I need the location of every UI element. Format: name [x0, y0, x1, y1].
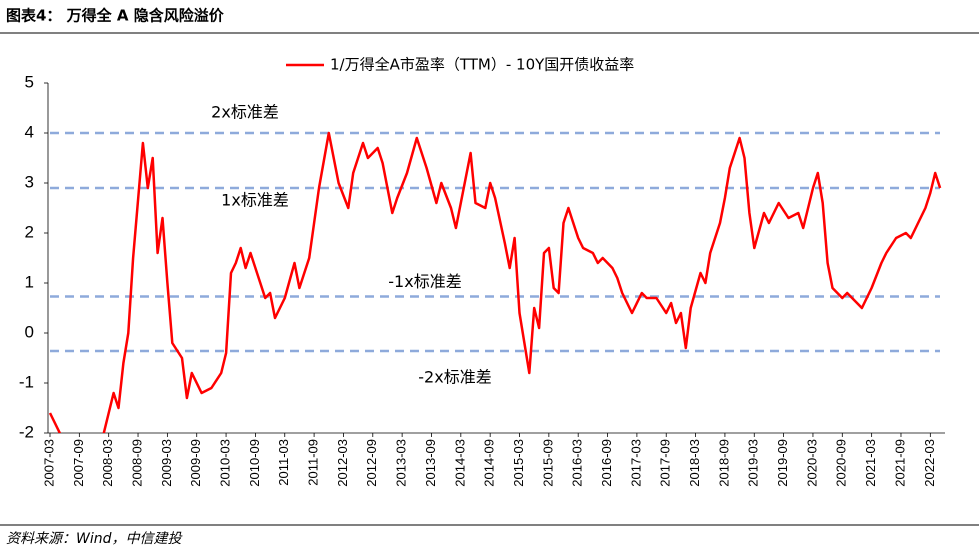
x-tick-label: 2017-03 — [628, 439, 643, 487]
x-tick-label: 2007-03 — [41, 439, 56, 487]
y-tick-label: 4 — [25, 122, 34, 141]
y-tick-label: 5 — [25, 72, 34, 91]
x-tick-label: 2020-09 — [834, 439, 849, 487]
x-tick-label: 2016-09 — [599, 439, 614, 487]
x-tick-label: 2009-03 — [159, 439, 174, 487]
plot: -2 -1 0 1 2 3 4 5 2007-03 2007-09 2008-03 2008-09 20… — [19, 56, 945, 487]
x-tick-label: 2019-03 — [746, 439, 761, 487]
y-tick-label: -1 — [19, 372, 34, 391]
x-tick-label: 2016-03 — [570, 439, 585, 487]
series-line — [48, 131, 942, 433]
x-tick-label: 2014-09 — [482, 439, 497, 487]
x-tick-label: 2013-09 — [423, 439, 438, 487]
x-tick-label: 2015-03 — [511, 439, 526, 487]
x-tick-label: 2011-09 — [306, 439, 321, 486]
x-tick-label: 2007-09 — [71, 439, 86, 487]
legend-label: 1/万得全A市盈率（TTM）- 10Y国开债收益率 — [330, 56, 634, 74]
x-tick-label: 2013-03 — [394, 439, 409, 487]
std-label: 2x标准差 — [211, 103, 279, 122]
x-tick-label: 2021-03 — [863, 439, 878, 487]
x-tick-label: 2012-03 — [335, 439, 350, 487]
x-tick-label: 2018-03 — [687, 439, 702, 487]
x-tick-label: 2019-09 — [775, 439, 790, 487]
x-tick-label: 2021-09 — [892, 439, 907, 487]
x-tick-label: 2015-09 — [540, 439, 555, 487]
y-tick-label: 3 — [25, 172, 34, 191]
std-label: -2x标准差 — [418, 368, 491, 387]
y-tick-label: -2 — [19, 422, 34, 441]
std-label: -1x标准差 — [388, 272, 461, 291]
x-tick-label: 2009-09 — [188, 439, 203, 487]
x-tick-label: 2008-03 — [100, 439, 115, 487]
x-tick-label: 2008-09 — [129, 439, 144, 487]
source-note: 资料来源：Wind，中信建投 — [6, 531, 183, 547]
x-tick-label: 2020-03 — [804, 439, 819, 487]
x-tick-label: 2010-09 — [247, 439, 262, 487]
y-tick-label: 2 — [25, 222, 34, 241]
x-tick-label: 2017-09 — [658, 439, 673, 487]
x-tick-label: 2018-09 — [716, 439, 731, 487]
x-tick-label: 2010-03 — [218, 439, 233, 487]
x-tick-label: 2012-09 — [364, 439, 379, 487]
x-tick-label: 2022-03 — [922, 439, 937, 487]
page-title: 图表4： 万得全 A 隐含风险溢价 — [6, 7, 225, 25]
y-tick-label: 1 — [25, 272, 34, 291]
x-tick-label: 2014-03 — [452, 439, 467, 487]
std-label: 1x标准差 — [221, 191, 289, 210]
x-tick-label: 2011-03 — [276, 439, 291, 486]
y-tick-label: 0 — [25, 322, 34, 341]
